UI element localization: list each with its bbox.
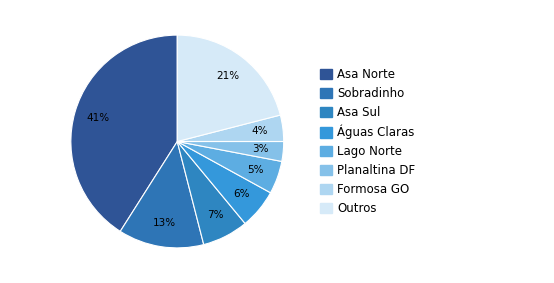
Text: 5%: 5% xyxy=(247,165,264,175)
Text: 4%: 4% xyxy=(252,126,268,136)
Text: 13%: 13% xyxy=(153,218,176,228)
Wedge shape xyxy=(177,142,282,193)
Wedge shape xyxy=(120,142,204,248)
Wedge shape xyxy=(177,142,284,161)
Wedge shape xyxy=(177,142,270,224)
Text: 41%: 41% xyxy=(86,113,109,123)
Text: 7%: 7% xyxy=(207,211,223,220)
Text: 6%: 6% xyxy=(233,189,249,200)
Text: 3%: 3% xyxy=(252,144,268,154)
Wedge shape xyxy=(177,142,245,245)
Wedge shape xyxy=(177,35,280,142)
Wedge shape xyxy=(177,115,284,142)
Wedge shape xyxy=(71,35,177,231)
Legend: Asa Norte, Sobradinho, Asa Sul, Águas Claras, Lago Norte, Planaltina DF, Formosa: Asa Norte, Sobradinho, Asa Sul, Águas Cl… xyxy=(316,65,419,218)
Text: 21%: 21% xyxy=(217,71,240,81)
